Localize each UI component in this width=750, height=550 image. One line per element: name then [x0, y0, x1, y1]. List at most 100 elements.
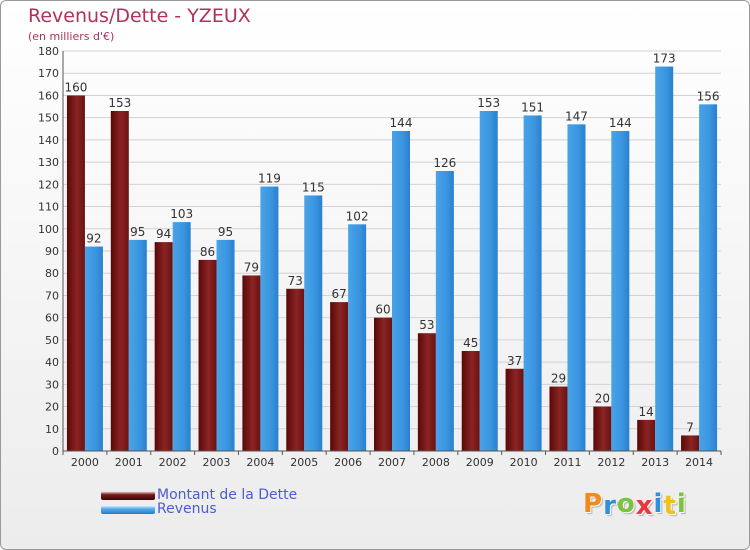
debt-value-label: 60 [375, 303, 390, 317]
bar-debt [110, 111, 129, 451]
debt-value-label: 37 [507, 354, 522, 368]
x-tick-label: 2000 [71, 456, 99, 469]
bar-revenue [348, 224, 367, 451]
y-tick-label: 20 [45, 401, 59, 414]
bar-debt [417, 333, 436, 451]
legend-label-revenue: Revenus [157, 501, 217, 517]
x-tick-label: 2009 [466, 456, 494, 469]
bar-debt [330, 302, 349, 451]
x-tick-label: 2005 [290, 456, 318, 469]
chart-title: Revenus/Dette - YZEUX [28, 5, 251, 27]
y-tick-label: 70 [45, 289, 59, 302]
debt-value-label: 45 [463, 336, 478, 350]
revenue-value-label: 151 [521, 100, 544, 114]
logo-letter: r [603, 491, 617, 521]
bar-debt [198, 259, 217, 451]
bar-debt [286, 288, 305, 451]
axes: 0 10 20 30 40 50 60 70 80 90 100 110 120 130 140 150 160… [38, 45, 722, 469]
debt-value-label: 94 [156, 227, 171, 241]
debt-value-label: 14 [639, 405, 654, 419]
logo-letter: x [635, 491, 654, 521]
bar-revenue [84, 246, 103, 451]
revenue-value-label: 144 [609, 116, 632, 130]
bars [66, 66, 718, 452]
y-tick-label: 150 [38, 112, 59, 125]
chart-subtitle: (en milliers d'€) [28, 30, 115, 43]
bar-revenue [611, 131, 630, 451]
x-tick-label: 2010 [510, 456, 538, 469]
bar-revenue [216, 239, 235, 451]
bar-debt [681, 435, 700, 451]
debt-value-label: 79 [244, 260, 259, 274]
y-tick-label: 180 [38, 45, 59, 58]
logo-letter: i [653, 489, 664, 519]
y-tick-label: 110 [38, 201, 59, 214]
bar-revenue [523, 115, 542, 451]
bar-revenue [304, 195, 323, 451]
bar-revenue [172, 222, 191, 451]
logo-letter: i [676, 489, 687, 519]
x-tick-label: 2006 [334, 456, 362, 469]
bar-debt [242, 275, 261, 451]
bar-revenue [567, 124, 586, 451]
revenue-value-label: 95 [218, 225, 233, 239]
debt-value-label: 153 [108, 96, 131, 110]
x-tick-label: 2004 [246, 456, 274, 469]
revenue-value-label: 102 [346, 209, 369, 223]
x-tick-label: 2013 [641, 456, 669, 469]
y-tick-label: 90 [45, 245, 59, 258]
debt-value-label: 20 [595, 392, 610, 406]
x-tick-label: 2002 [159, 456, 187, 469]
y-tick-label: 170 [38, 67, 59, 80]
y-tick-label: 50 [45, 334, 59, 347]
legend-label-debt: Montant de la Dette [157, 487, 298, 503]
bar-revenue [699, 104, 718, 451]
debt-value-label: 73 [288, 274, 303, 288]
debt-value-label: 29 [551, 372, 566, 386]
bar-debt [154, 242, 173, 451]
logo-letter: o [616, 489, 636, 519]
legend-item-debt: Montant de la Dette [101, 487, 298, 503]
x-tick-label: 2014 [685, 456, 713, 469]
y-tick-label: 100 [38, 223, 59, 236]
bar-revenue [128, 239, 147, 451]
x-tick-label: 2001 [115, 456, 143, 469]
revenue-value-label: 147 [565, 109, 588, 123]
bar-revenue [479, 111, 498, 451]
bar-debt [593, 406, 612, 451]
revenue-value-label: 95 [130, 225, 145, 239]
y-tick-label: 40 [45, 356, 59, 369]
bar-debt [66, 95, 85, 451]
y-tick-label: 10 [45, 423, 59, 436]
y-tick-label: 130 [38, 156, 59, 169]
debt-swatch [101, 490, 155, 500]
x-tick-label: 2003 [203, 456, 231, 469]
bar-debt [505, 368, 524, 451]
bar-revenue [260, 186, 279, 452]
revenue-value-label: 103 [170, 207, 193, 221]
bar-debt [374, 317, 392, 451]
logo-letter: P [583, 489, 604, 519]
revenue-value-label: 156 [697, 89, 720, 103]
revenue-value-label: 173 [653, 52, 676, 66]
debt-value-label: 160 [64, 80, 87, 94]
debt-value-label: 86 [200, 245, 215, 259]
y-tick-label: 80 [45, 267, 59, 280]
x-tick-label: 2012 [597, 456, 625, 469]
bar-debt [637, 419, 656, 451]
y-tick-label: 60 [45, 312, 59, 325]
bar-debt [461, 351, 480, 451]
bar-revenue [392, 131, 410, 451]
revenue-value-label: 153 [477, 96, 500, 110]
debt-value-label: 7 [686, 420, 694, 434]
y-tick-label: 0 [52, 445, 59, 458]
revenue-value-label: 126 [433, 156, 456, 170]
bar-debt [549, 386, 568, 451]
revenue-value-label: 115 [302, 180, 325, 194]
logo-letter: t [663, 491, 677, 521]
x-tick-label: 2011 [553, 456, 581, 469]
debt-value-label: 53 [419, 318, 434, 332]
revenue-value-label: 144 [390, 116, 413, 130]
